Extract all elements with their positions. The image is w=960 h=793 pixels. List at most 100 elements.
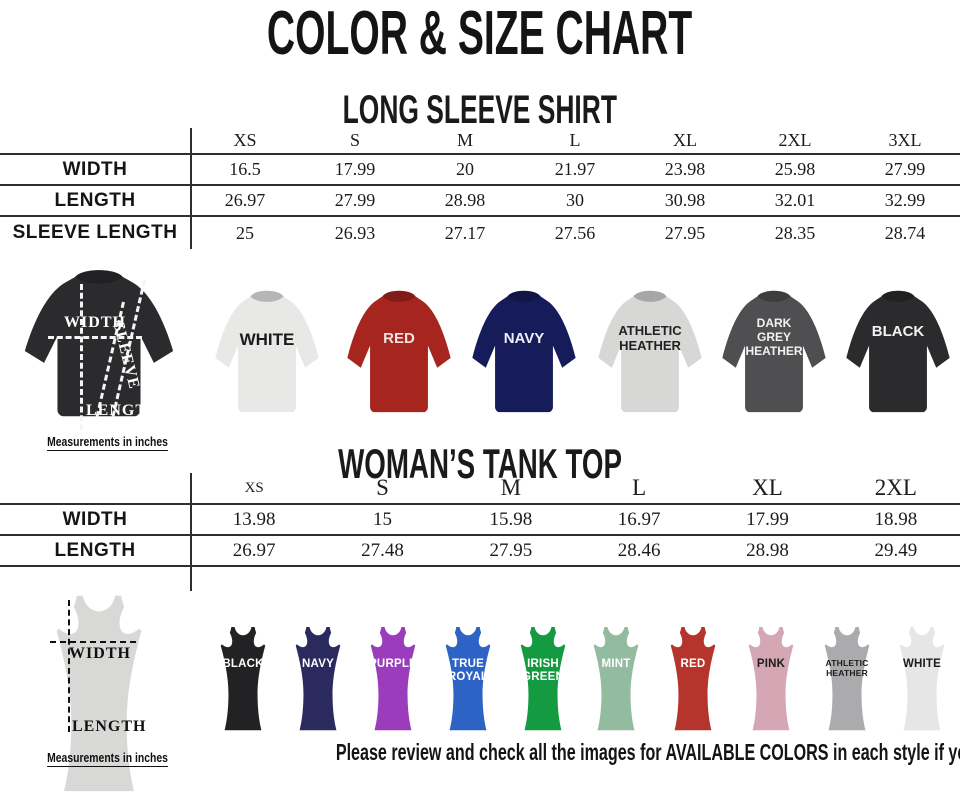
value-cell: 28.46 (617, 539, 661, 561)
size-header: S (349, 130, 360, 150)
value-cell: 20 (456, 159, 474, 179)
color-label: WHITE (902, 657, 942, 670)
size-header-row: XS S M L XL 2XL (0, 473, 960, 505)
tank-irish-green: IRISH GREEN (512, 625, 574, 738)
value-cell: 16.97 (617, 508, 661, 530)
size-header: M (500, 475, 522, 500)
value-cell: 30 (566, 190, 584, 210)
value-cell: 25.98 (774, 159, 816, 179)
value-cell: 27.99 (334, 190, 376, 210)
color-label: IRISH GREEN (522, 657, 564, 683)
value-cell: 26.93 (334, 222, 376, 243)
value-cell: 28.74 (884, 222, 926, 243)
value-cell: 32.01 (774, 190, 816, 210)
measurements-caption: Measurements in inches (47, 434, 168, 451)
value-cell: 28.35 (774, 222, 816, 243)
size-header-row: XS S M L XL 2XL 3XL (0, 128, 960, 155)
value-cell: 27.95 (664, 222, 706, 243)
footer-note: Please review and check all the images f… (335, 739, 960, 765)
value-cell: 27.17 (444, 222, 486, 243)
value-cell: 26.97 (224, 190, 266, 210)
size-header: XS (244, 479, 264, 496)
tank-true-royal: TRUE ROYAL (437, 625, 499, 738)
tank-top-heading: WOMAN’S TANK TOP (338, 440, 622, 487)
value-cell: 17.99 (334, 159, 376, 179)
tank-measurement-diagram: WIDTH LENGTH (38, 585, 160, 792)
sweatshirt-measurement-diagram: WIDTH SLEEVE LENGTH (10, 262, 188, 430)
long-sleeve-size-table: XS S M L XL 2XL 3XL WIDTH 16.5 17.99 20 … (0, 128, 960, 249)
long-sleeve-heading: LONG SLEEVE SHIRT (342, 88, 618, 132)
value-cell: 23.98 (664, 159, 706, 179)
value-cell: 27.48 (361, 539, 404, 561)
value-cell: 28.98 (746, 539, 789, 561)
value-cell: 26.97 (232, 539, 276, 561)
size-header: 2XL (778, 130, 812, 150)
sweatshirt-black: BLACK (836, 284, 960, 422)
value-cell: 15.98 (489, 508, 533, 530)
color-label: PINK (756, 657, 786, 670)
table-divider-line (190, 128, 192, 249)
value-cell: 28.98 (444, 190, 486, 210)
value-cell: 15 (372, 508, 392, 530)
width-dashed-line (48, 336, 142, 339)
value-cell: 13.98 (232, 508, 276, 530)
value-cell: 27.95 (489, 539, 533, 561)
width-label: WIDTH (64, 314, 126, 331)
sweatshirt-white: WHITE (205, 284, 329, 422)
color-label: ATHLETIC HEATHER (618, 323, 682, 353)
tank-mint: MINT (585, 625, 647, 738)
table-row-width: WIDTH 13.98 15 15.98 16.97 17.99 18.98 (0, 505, 960, 536)
length-dashed-line (68, 600, 70, 732)
color-label: MINT (601, 657, 631, 670)
value-cell: 30.98 (664, 190, 706, 210)
color-label: NAVY (503, 329, 545, 347)
length-label: LENGTH (86, 402, 161, 419)
color-label: NAVY (302, 657, 334, 670)
color-label: TRUE ROYAL (447, 657, 489, 683)
width-dashed-line (50, 641, 136, 643)
size-header: S (376, 475, 389, 500)
length-dashed-line (80, 284, 83, 430)
table-row-length: LENGTH 26.97 27.48 27.95 28.46 28.98 29.… (0, 536, 960, 567)
color-label: PURPLE (369, 657, 417, 670)
value-cell: 29.49 (874, 539, 918, 561)
color-label: BLACK (222, 657, 264, 670)
tank-red: RED (662, 625, 724, 738)
color-label: DARK GREY HEATHER (745, 316, 803, 358)
size-header: XS (233, 130, 257, 150)
table-divider-line (190, 473, 192, 591)
value-cell: 17.99 (746, 508, 789, 530)
tank-pink: PINK (740, 625, 802, 738)
value-cell: 32.99 (884, 190, 926, 210)
size-header: XL (673, 130, 697, 150)
length-label: LENGTH (72, 718, 147, 735)
tank-navy: NAVY (287, 625, 349, 738)
value-cell: 16.5 (229, 159, 261, 179)
tank-athletic-heather: ATHLETIC HEATHER (816, 625, 878, 738)
size-header: 3XL (888, 130, 922, 150)
tank-top-size-table: XS S M L XL 2XL WIDTH 13.98 15 15.98 16.… (0, 473, 960, 591)
row-label: WIDTH (62, 158, 128, 180)
value-cell: 25 (236, 222, 254, 243)
table-row-length: LENGTH 26.97 27.99 28.98 30 30.98 32.01 … (0, 186, 960, 217)
tank-white: WHITE (891, 625, 953, 738)
measurements-caption: Measurements in inches (47, 750, 168, 767)
color-label: BLACK (871, 322, 925, 340)
color-label: RED (680, 657, 706, 670)
size-header: XL (752, 475, 783, 500)
size-header: L (569, 130, 581, 150)
color-label: WHITE (239, 329, 295, 349)
row-label: WIDTH (62, 508, 128, 530)
width-label: WIDTH (69, 645, 131, 662)
page-title: COLOR & SIZE CHART (267, 0, 693, 68)
value-cell: 27.99 (884, 159, 926, 179)
sweatshirt-navy: NAVY (462, 284, 586, 422)
sweatshirt-red: RED (337, 284, 461, 422)
size-header: M (456, 130, 473, 150)
color-label: ATHLETIC HEATHER (825, 657, 869, 678)
value-cell: 27.56 (554, 222, 596, 243)
row-label: LENGTH (54, 539, 136, 561)
sweatshirt-athletic-heather: ATHLETIC HEATHER (588, 284, 712, 422)
table-row-sleeve-length: SLEEVE LENGTH 25 26.93 27.17 27.56 27.95… (0, 217, 960, 249)
